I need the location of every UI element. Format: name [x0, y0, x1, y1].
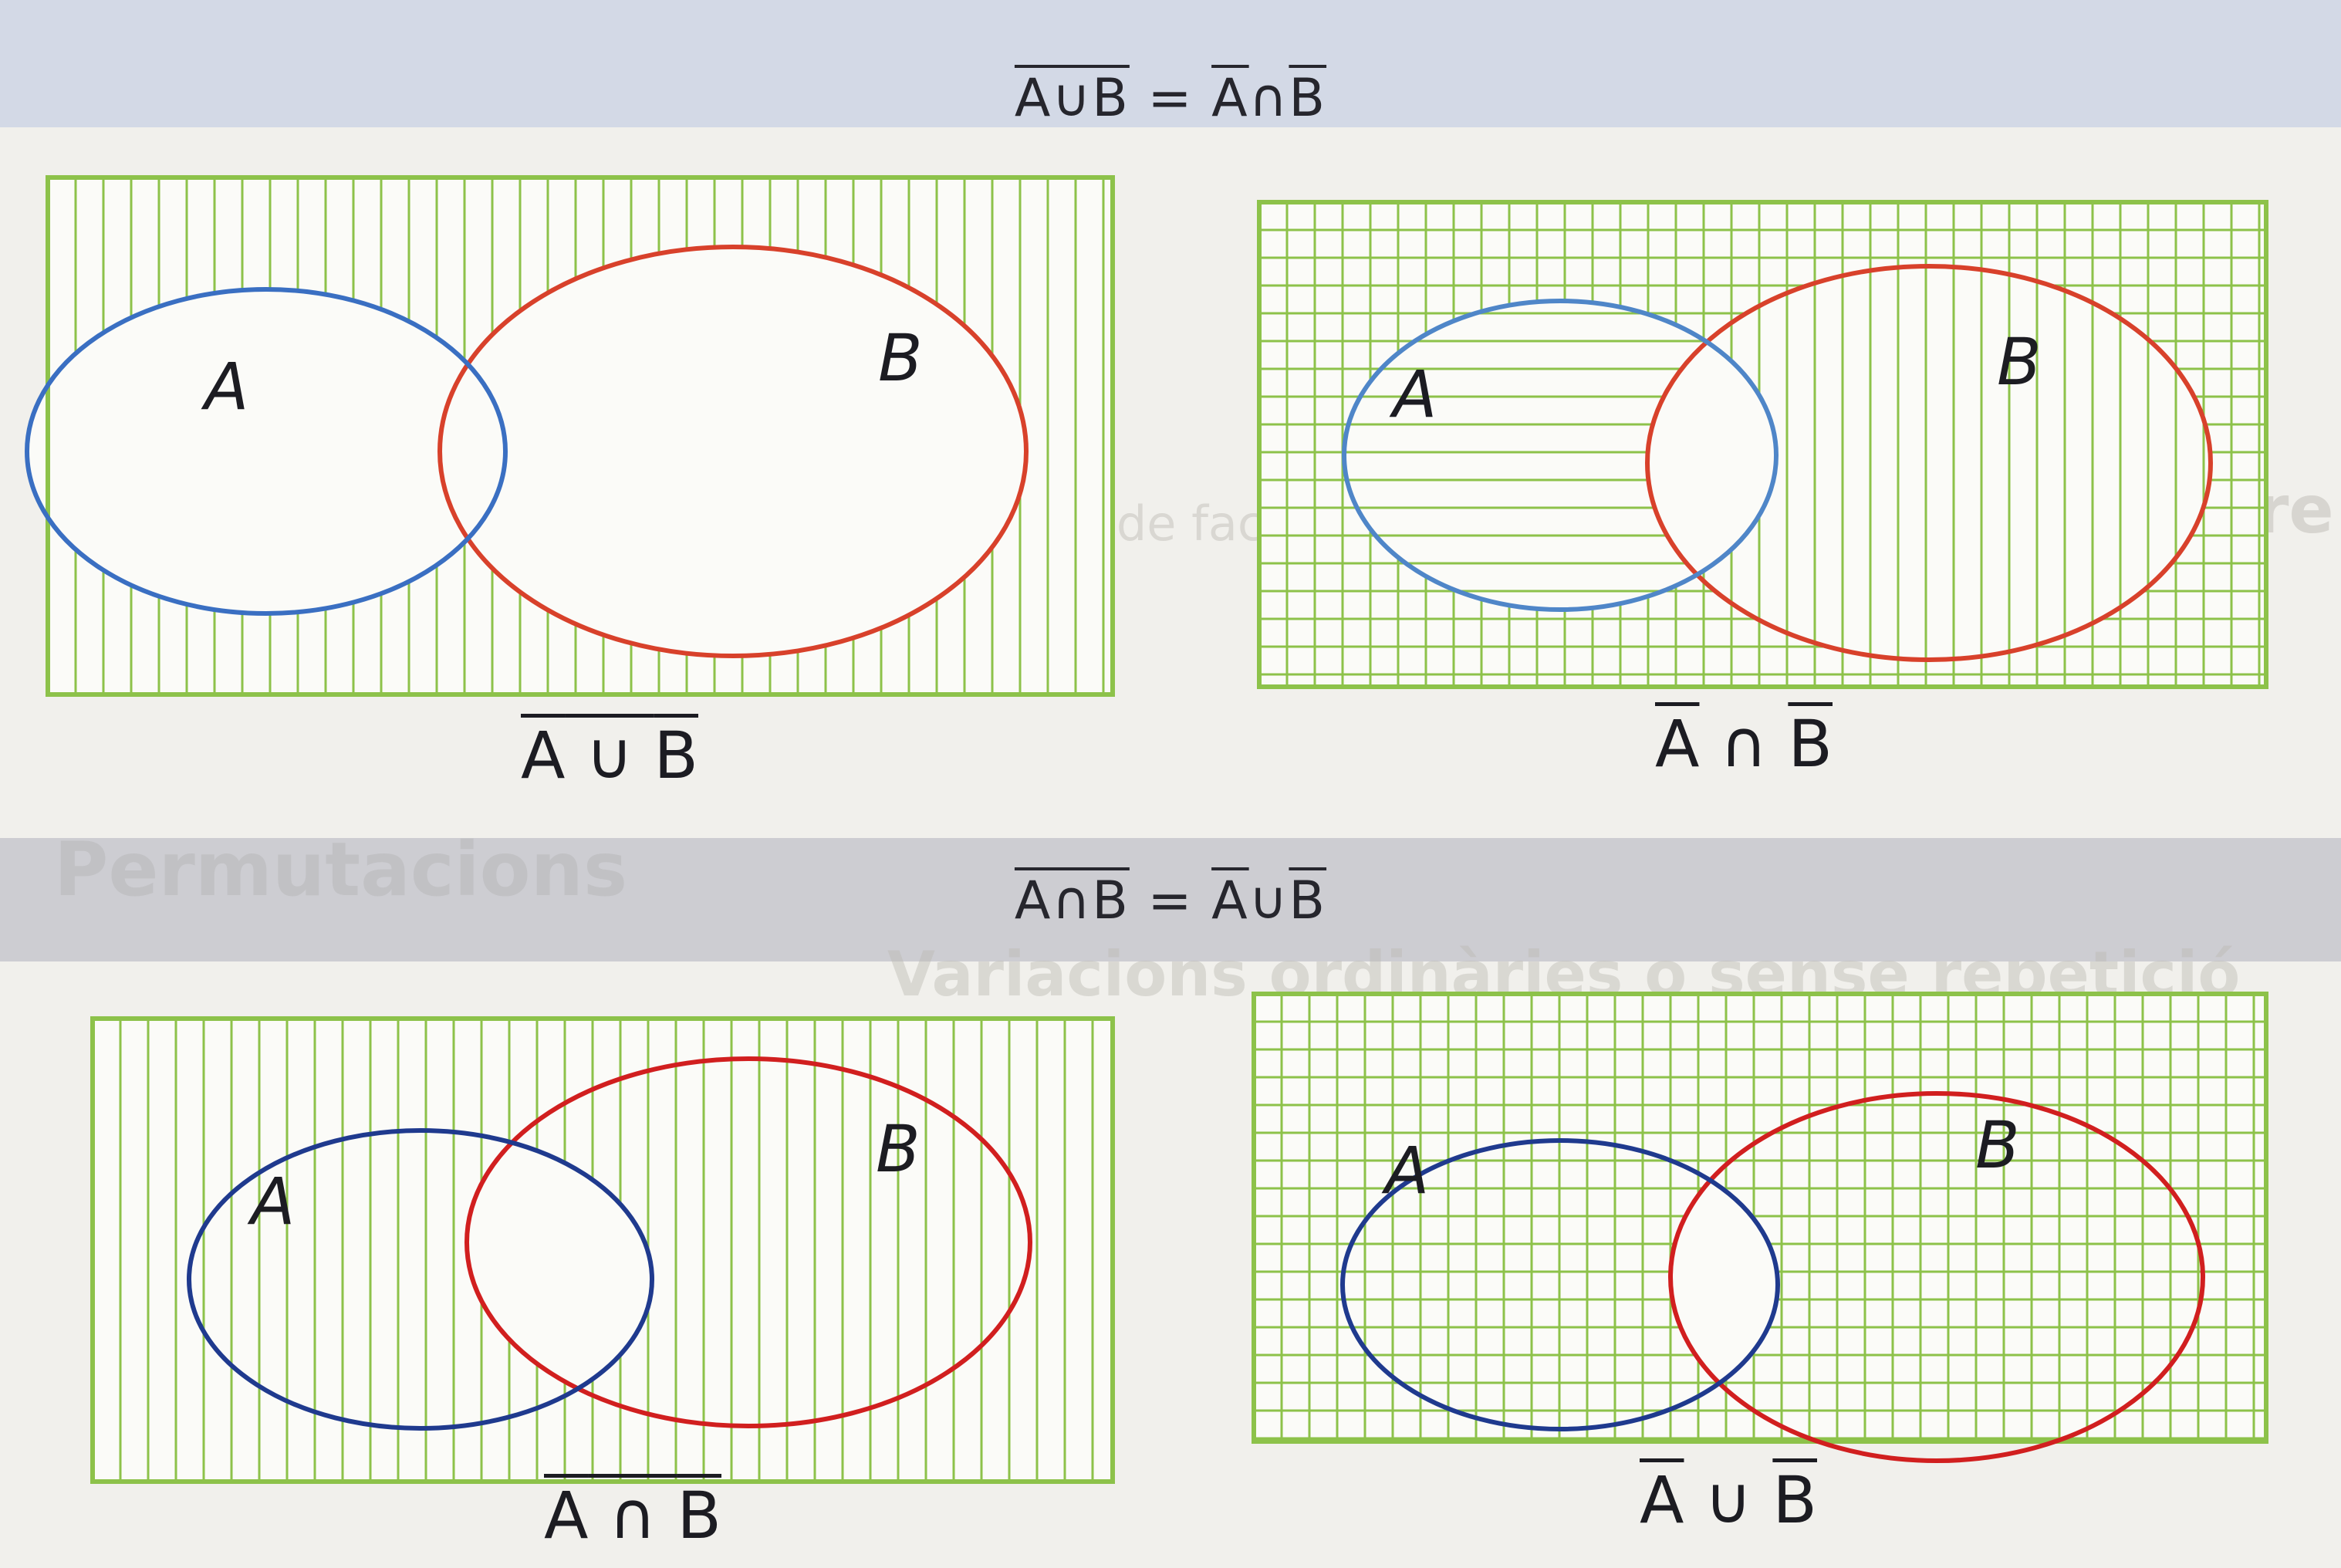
set-a-outline: [25, 287, 508, 616]
diagram-3-label-b: B: [876, 1111, 921, 1187]
set-b-outline: [437, 245, 1029, 658]
universe-frame: [1252, 992, 2268, 1444]
identity-2-op: ∪: [1248, 870, 1289, 931]
diagram-2-label-b: B: [1997, 324, 2042, 400]
identity-2-eq: =: [1129, 870, 1212, 931]
universe-frame: [46, 175, 1115, 697]
identity-heading-1: A∪B = A∩B: [0, 68, 2341, 129]
identity-1-right-a: A: [1211, 68, 1249, 129]
set-a-outline: [1340, 1138, 1780, 1431]
caption-1-b: B: [654, 718, 698, 793]
identity-2-right-b: B: [1289, 870, 1327, 931]
set-b-outline: [464, 1056, 1032, 1428]
caption-2-b: B: [1788, 706, 1833, 782]
identity-1-right-b: B: [1289, 68, 1327, 129]
caption-2-a: A: [1655, 706, 1700, 782]
caption-1-a: A: [521, 718, 566, 793]
diagram-4-label-b: B: [1975, 1107, 2020, 1183]
caption-4-a: A: [1640, 1462, 1684, 1538]
identity-heading-2: A∩B = A∪B: [0, 870, 2341, 931]
caption-1-op: ∪: [565, 718, 654, 793]
hatch-pattern: [119, 1019, 1094, 1482]
identity-1-left: A∪B: [1014, 68, 1130, 129]
diagram-2-caption: A ∩ B: [1566, 706, 1921, 782]
caption-4-op: ∪: [1684, 1462, 1773, 1538]
diagram-4-label-a: A: [1385, 1133, 1430, 1208]
set-a-outline: [187, 1128, 654, 1431]
identity-2-right-a: A: [1211, 870, 1249, 931]
universe-background: [1254, 994, 2266, 1441]
unshaded-regions: [27, 247, 1026, 656]
universe-frame: [1257, 200, 2268, 689]
caption-4-b: B: [1772, 1462, 1817, 1538]
set-b-outline: [1668, 1091, 2205, 1463]
middle-header-band: [0, 838, 2341, 961]
caption-3-a: A: [544, 1478, 589, 1553]
caption-2-op: ∩: [1699, 706, 1789, 782]
top-header-band: [0, 0, 2341, 127]
identity-1-op: ∩: [1248, 68, 1289, 129]
identity-1-eq: =: [1129, 68, 1212, 129]
set-a-outline: [1342, 299, 1779, 612]
diagram-3-label-a: A: [251, 1164, 296, 1239]
set-b-outline: [1645, 264, 2213, 662]
diagram-3-caption: A ∩ B: [455, 1478, 810, 1553]
universe-frame: [90, 1016, 1115, 1484]
diagram-1-caption: A ∪ B: [432, 718, 787, 793]
caption-3-b: B: [677, 1478, 721, 1553]
diagram-2-label-a: A: [1393, 357, 1437, 432]
caption-3-op: ∩: [588, 1478, 677, 1553]
diagram-4-caption: A ∪ B: [1551, 1462, 1906, 1538]
caption-3-overlined: A ∩ B: [544, 1478, 721, 1553]
caption-1-overlined: A ∪ B: [521, 718, 698, 793]
identity-2-left: A∩B: [1014, 870, 1130, 931]
diagram-1-label-b: B: [878, 320, 923, 396]
diagram-1-label-a: A: [204, 349, 249, 424]
